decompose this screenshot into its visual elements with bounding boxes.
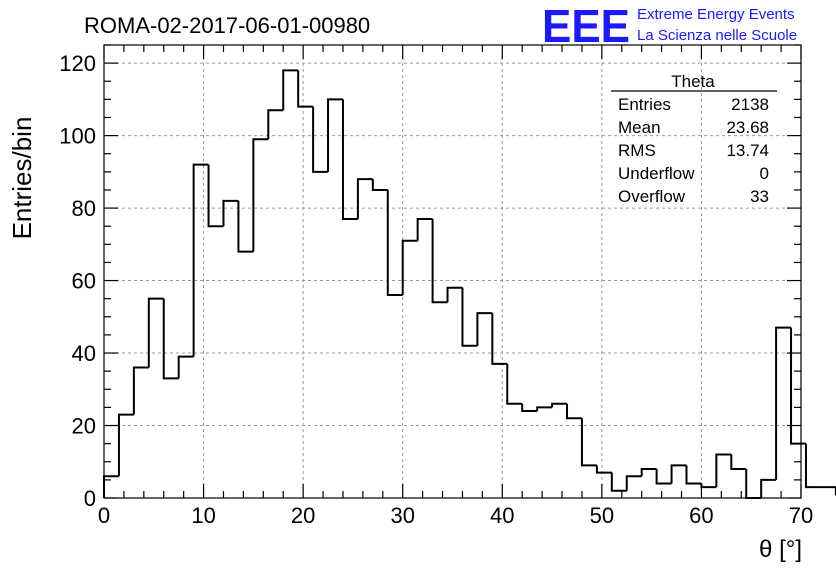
- histogram-bin: [177, 355, 194, 379]
- eee-logo-line2: La Scienza nelle Scuole: [637, 27, 797, 44]
- histogram-bin: [715, 453, 732, 488]
- histogram-bin: [327, 98, 343, 172]
- eee-logo-letters: EEE: [542, 0, 630, 52]
- histogram-bin: [416, 217, 433, 241]
- histogram-bin: [252, 138, 269, 252]
- histogram-bin: [730, 454, 747, 471]
- histogram-bin: [446, 286, 463, 303]
- stats-title: Theta: [671, 72, 715, 91]
- histogram-bin: [610, 472, 627, 492]
- eee-logo-line1: Extreme Energy Events: [637, 6, 795, 23]
- x-tick-label: 10: [191, 503, 215, 528]
- eee-logo: EEE Extreme Energy Events La Scienza nel…: [542, 0, 797, 52]
- histogram-bin: [192, 163, 209, 357]
- y-tick-label: 0: [84, 486, 96, 511]
- histogram-bin: [595, 465, 612, 474]
- y-tick-label: 120: [59, 51, 96, 76]
- histogram-bin: [804, 443, 821, 489]
- x-tick-label: 70: [789, 503, 813, 528]
- x-tick-label: 0: [98, 503, 110, 528]
- stats-row-label: RMS: [618, 141, 656, 160]
- histogram-bin: [461, 287, 478, 347]
- histogram-bin: [775, 326, 792, 480]
- histogram-bin: [386, 189, 403, 297]
- histogram-bin: [282, 69, 299, 111]
- histogram-bin: [536, 406, 553, 412]
- histogram-bin: [162, 298, 179, 380]
- histogram-bin: [117, 413, 134, 477]
- histogram-bin: [551, 402, 568, 408]
- stats-row-label: Mean: [618, 118, 661, 137]
- histogram-bin: [625, 475, 642, 491]
- plot-grid: [104, 45, 801, 498]
- y-tick-label: 40: [72, 341, 96, 366]
- histogram-bin: [566, 403, 582, 420]
- stats-row-value: 23.68: [726, 118, 769, 137]
- stats-box: Theta Entries 2138 Mean 23.68 RMS 13.74 Underf…: [611, 72, 777, 206]
- histogram-bin: [207, 164, 224, 228]
- histogram-bin: [431, 218, 448, 304]
- histogram-bin: [655, 469, 672, 485]
- stats-row-label: Underflow: [618, 164, 695, 183]
- stats-row-value: 2138: [731, 95, 769, 114]
- histogram-bin: [371, 179, 388, 191]
- histogram-bin: [147, 297, 164, 368]
- histogram-bin: [267, 109, 284, 140]
- histogram-bin: [132, 366, 149, 415]
- histogram-bin: [685, 465, 702, 485]
- stats-row-value: 0: [760, 164, 769, 183]
- y-tick-label: 20: [72, 414, 96, 439]
- stats-row-label: Entries: [618, 95, 671, 114]
- tick-labels: 0 10 20 30 40 50 60 70 0 20 40 60 80 100 120: [59, 51, 813, 528]
- axis-ticks: [103, 44, 802, 499]
- y-axis-label: Entries/bin: [7, 117, 37, 240]
- plot-frame: [103, 44, 802, 499]
- x-tick-label: 40: [490, 503, 514, 528]
- histogram-bin: [640, 468, 657, 477]
- x-tick-label: 50: [590, 503, 614, 528]
- x-tick-label: 60: [689, 503, 713, 528]
- histogram-bin: [341, 99, 358, 220]
- histogram-bin: [580, 418, 597, 467]
- histogram-bin: [356, 178, 373, 219]
- run-title: ROMA-02-2017-06-01-00980: [84, 13, 370, 38]
- stats-rows: Entries 2138 Mean 23.68 RMS 13.74 Underflow 0 Ov…: [618, 95, 769, 206]
- x-tick-label: 20: [291, 503, 315, 528]
- histogram-bin: [476, 312, 493, 346]
- stats-row-value: 13.74: [726, 141, 769, 160]
- histogram-bin: [222, 199, 239, 227]
- histogram-bin: [670, 464, 687, 484]
- histogram-bin: [297, 70, 314, 108]
- histogram-bin: [521, 403, 538, 413]
- y-tick-label: 60: [72, 269, 96, 294]
- histogram-bin: [401, 239, 418, 296]
- x-tick-label: 30: [390, 503, 414, 528]
- histogram-bin: [506, 363, 523, 405]
- histogram-bin: [237, 200, 254, 253]
- y-tick-label: 80: [72, 196, 96, 221]
- y-tick-label: 100: [59, 124, 96, 149]
- histogram-bin: [491, 313, 508, 365]
- stats-row-value: 33: [750, 187, 769, 206]
- x-axis-label: θ [°]: [759, 536, 802, 563]
- histogram-bin: [312, 106, 329, 173]
- stats-row-label: Overflow: [618, 187, 686, 206]
